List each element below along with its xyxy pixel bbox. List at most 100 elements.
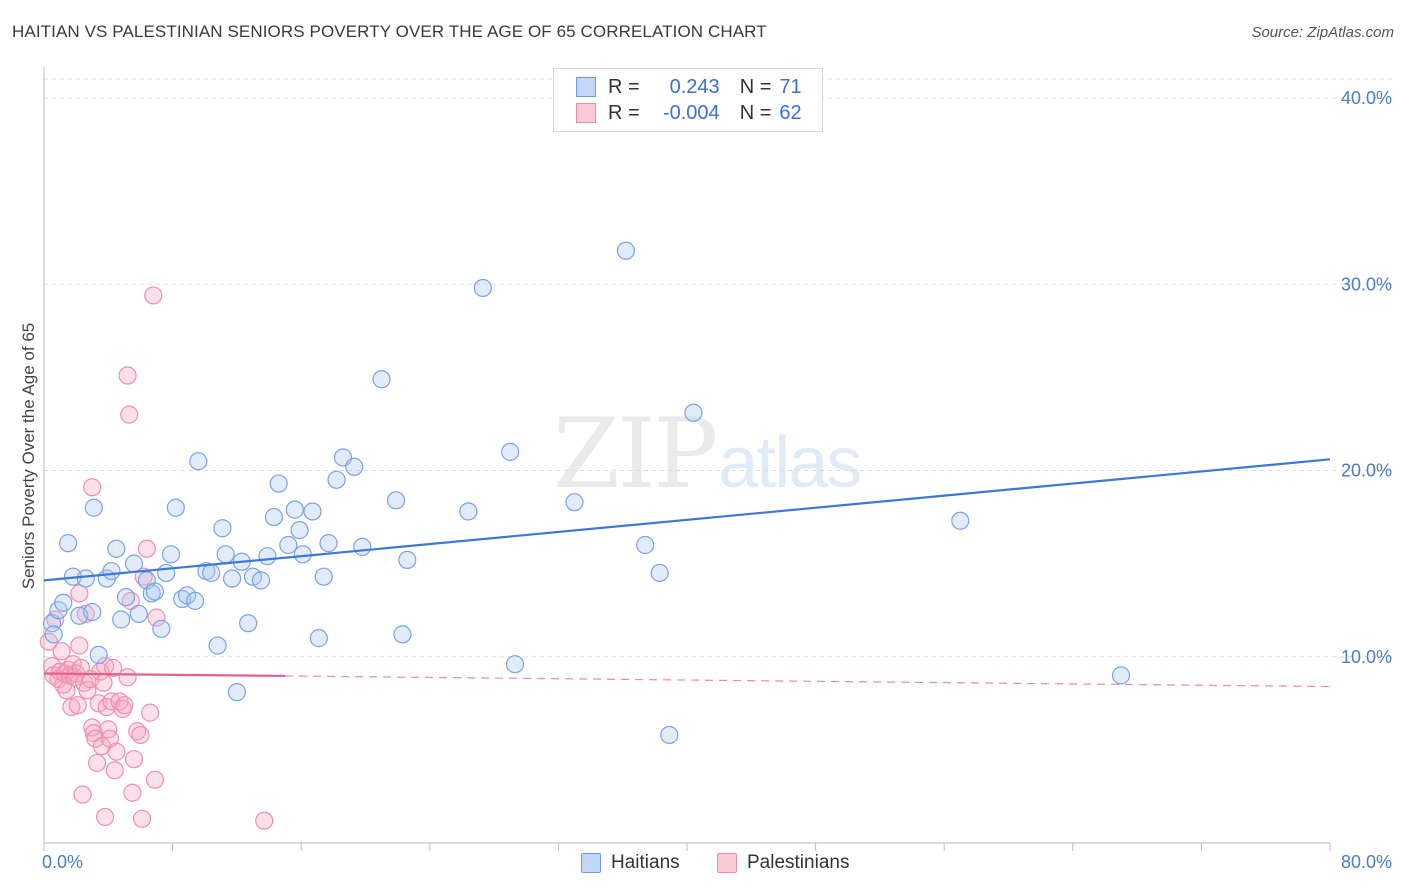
- palestinians-point: [115, 696, 134, 715]
- palestinians-swatch: [717, 853, 737, 873]
- palestinians-point: [144, 286, 163, 305]
- palestinians-point: [147, 608, 166, 627]
- haitians-point: [124, 554, 144, 573]
- haitians-point: [459, 502, 478, 521]
- haitians-point: [216, 545, 235, 564]
- y-tick-label: 20.0%: [1341, 461, 1392, 481]
- haitians-point: [951, 511, 970, 530]
- palestinians-point: [145, 770, 165, 789]
- haitians-point: [189, 452, 208, 471]
- haitians-point: [264, 507, 283, 527]
- palestinians-point: [255, 811, 274, 830]
- legend-row-haitians: R = 0.243 N = 71: [576, 75, 802, 99]
- haitians-point: [616, 241, 636, 260]
- series-legend: Haitians Palestinians: [0, 852, 1406, 878]
- haitians-point: [107, 539, 126, 558]
- haitians-point: [208, 636, 227, 655]
- series-legend-haitians[interactable]: Haitians: [581, 852, 680, 874]
- chart-title: HAITIAN VS PALESTINIAN SENIORS POVERTY O…: [12, 22, 767, 41]
- haitians-point: [116, 588, 136, 607]
- palestinians-point: [124, 750, 144, 769]
- haitians-point: [251, 571, 271, 590]
- legend-r-label: R =: [608, 101, 640, 124]
- haitians-point: [152, 619, 171, 638]
- legend-n-value: 62: [779, 101, 802, 124]
- legend-r-value: -0.004: [662, 101, 720, 124]
- grid-layer: [44, 78, 1392, 658]
- axis-layer: [43, 67, 1331, 851]
- haitians-point: [76, 569, 95, 588]
- haitians-trend-line: [43, 458, 1331, 582]
- haitians-point: [279, 535, 298, 555]
- palestinians-point: [62, 697, 81, 717]
- haitians-point: [186, 591, 205, 610]
- haitians-point: [145, 582, 165, 601]
- palestinians-point: [123, 783, 142, 802]
- palestinians-trend-extension: [285, 675, 1331, 688]
- palestinians-trend-line: [43, 672, 286, 678]
- palestinians-point: [137, 539, 156, 558]
- legend-n-label: N =: [739, 75, 772, 98]
- y-tick-label: 10.0%: [1341, 647, 1392, 667]
- haitians-point: [258, 547, 277, 566]
- label-layer: 10.0% 20.0% 30.0% 40.0% 0.0% 80.0% Seniors Pov…: [19, 88, 1392, 872]
- palestinians-point: [120, 405, 139, 424]
- haitians-label: Haitians: [611, 852, 680, 873]
- palestinians-point: [95, 807, 115, 827]
- palestinians-point: [83, 478, 102, 497]
- haitians-point: [89, 645, 108, 664]
- watermark: ZIPatlas: [553, 398, 862, 510]
- haitians-point: [142, 584, 161, 603]
- palestinians-point: [99, 720, 118, 739]
- haitians-point: [213, 519, 232, 538]
- haitians-point: [473, 278, 492, 298]
- palestinians-point: [118, 668, 137, 687]
- haitians-point: [636, 535, 655, 555]
- palestinians-point: [52, 642, 71, 661]
- trend-layer: [43, 458, 1331, 688]
- haitians-point: [565, 493, 584, 512]
- haitians-point: [54, 593, 73, 612]
- haitians-point: [227, 683, 246, 702]
- series-legend-palestinians[interactable]: Palestinians: [717, 852, 849, 874]
- palestinians-point: [86, 729, 105, 748]
- haitians-point: [290, 520, 309, 540]
- haitians-point: [202, 563, 221, 583]
- source-label: Source: ZipAtlas.com: [1251, 24, 1394, 41]
- palestinians-point: [87, 753, 107, 773]
- correlation-legend: R = 0.243 N = 71 R = -0.004 N = 62: [553, 68, 823, 132]
- palestinians-point: [105, 761, 124, 780]
- haitians-point: [44, 625, 63, 644]
- palestinians-point: [94, 673, 113, 692]
- x-tick-label: 80.0%: [1341, 852, 1392, 872]
- palestinians-point: [70, 636, 89, 655]
- haitians-point: [157, 563, 176, 583]
- haitians-point: [386, 491, 406, 510]
- haitians-point: [269, 474, 288, 493]
- haitians-point: [314, 567, 333, 586]
- palestinians-label: Palestinians: [747, 852, 850, 873]
- palestinians-point: [140, 703, 160, 722]
- watermark-zip: ZIP: [553, 398, 718, 510]
- haitians-point: [353, 537, 372, 556]
- y-axis-label: Seniors Poverty Over the Age of 65: [19, 323, 38, 589]
- palestinians-point: [76, 604, 95, 624]
- legend-r-value: 0.243: [669, 75, 720, 98]
- haitians-point: [112, 610, 131, 629]
- legend-n-value: 71: [779, 75, 802, 98]
- haitians-point: [59, 534, 78, 553]
- haitians-point: [684, 403, 703, 422]
- haitians-point: [319, 534, 338, 553]
- haitians-point: [293, 545, 312, 564]
- legend-r-label: R =: [608, 75, 640, 98]
- haitians-point: [327, 470, 346, 489]
- haitians-point: [309, 629, 328, 648]
- haitians-point: [505, 655, 525, 674]
- haitians-point: [660, 725, 679, 745]
- legend-row-palestinians: R = -0.004 N = 62: [576, 101, 802, 125]
- haitians-point: [650, 563, 669, 583]
- haitians-point: [372, 370, 391, 389]
- haitians-point: [345, 457, 364, 476]
- haitians-point: [239, 614, 258, 633]
